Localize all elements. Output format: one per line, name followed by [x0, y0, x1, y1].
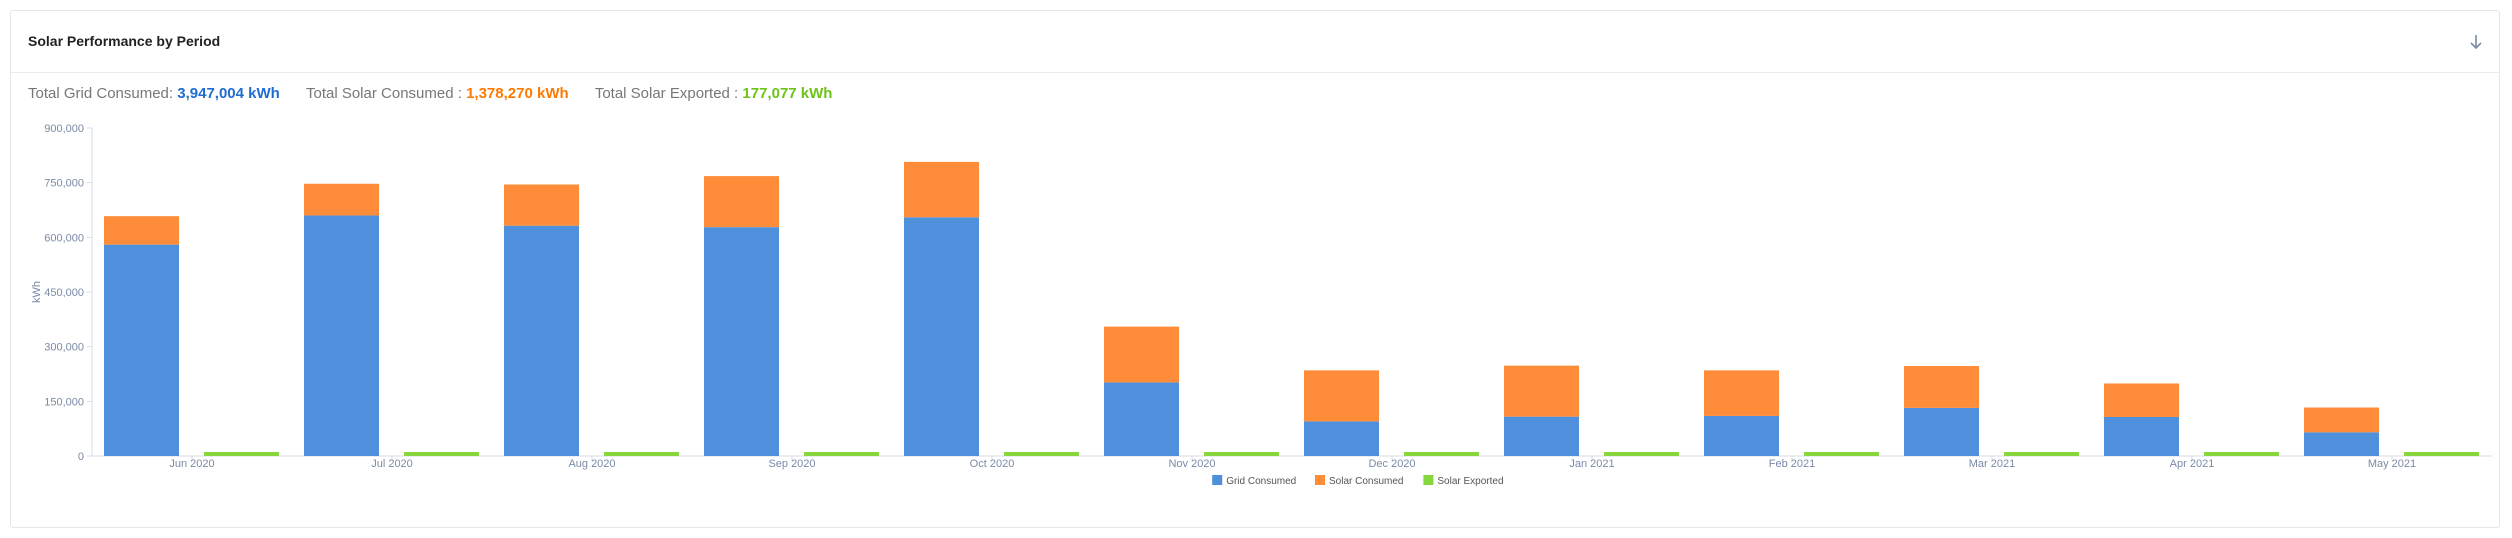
x-tick-label: Sep 2020 [768, 458, 815, 470]
bar-solar-exported [1804, 452, 1879, 456]
bar-solar-exported [1204, 452, 1279, 456]
legend-label: Solar Exported [1437, 476, 1503, 487]
bar-grid-consumed [1304, 421, 1379, 456]
x-tick-label: Dec 2020 [1368, 458, 1415, 470]
bar-solar-consumed [1504, 365, 1579, 417]
bar-solar-consumed [1904, 365, 1979, 408]
bar-solar-consumed [1704, 370, 1779, 416]
card-title: Solar Performance by Period [28, 33, 221, 49]
bar-solar-consumed [304, 183, 379, 216]
bar-solar-consumed [104, 216, 179, 245]
y-tick-label: 150,000 [44, 396, 84, 408]
y-tick-label: 0 [78, 451, 84, 463]
bar-solar-exported [1004, 452, 1079, 456]
bar-solar-consumed [2304, 407, 2379, 433]
y-tick-label: 300,000 [44, 342, 84, 354]
legend-swatch [1423, 475, 1434, 485]
solar-performance-card: Solar Performance by Period Total Grid C… [10, 10, 2500, 528]
bar-solar-consumed [704, 176, 779, 228]
total-grid-value: 3,947,004 kWh [177, 85, 280, 102]
y-tick-label: 450,000 [44, 287, 84, 299]
legend-swatch [1212, 475, 1223, 485]
bar-solar-consumed [904, 161, 979, 218]
card-header: Solar Performance by Period [11, 11, 2499, 73]
y-tick-label: 600,000 [44, 232, 84, 244]
x-tick-label: Jul 2020 [371, 458, 413, 470]
total-solar-value: 1,378,270 kWh [466, 85, 569, 102]
total-solar-label: Total Solar Consumed : [305, 85, 462, 102]
bar-solar-exported [204, 452, 279, 456]
x-tick-label: Aug 2020 [568, 458, 615, 470]
bar-grid-consumed [1504, 416, 1579, 456]
x-tick-label: Jan 2021 [1569, 458, 1614, 470]
bar-solar-consumed [504, 184, 579, 226]
total-grid-label: Total Grid Consumed: [28, 85, 174, 102]
total-exported-value: 177,077 kWh [742, 85, 833, 102]
bar-solar-exported [2004, 452, 2079, 456]
bar-solar-consumed [1304, 370, 1379, 422]
bar-solar-exported [1404, 452, 1479, 456]
bar-solar-exported [604, 452, 679, 456]
legend-swatch [1315, 475, 1325, 485]
bar-grid-consumed [2304, 432, 2379, 456]
x-tick-label: Feb 2021 [1769, 458, 1815, 470]
y-axis-label: kWh [31, 281, 43, 303]
legend-label: Grid Consumed [1226, 476, 1296, 487]
bar-solar-exported [2404, 452, 2479, 456]
bar-solar-exported [404, 452, 479, 456]
x-tick-label: May 2021 [2368, 458, 2416, 470]
bar-grid-consumed [504, 225, 579, 456]
bar-grid-consumed [1704, 415, 1779, 456]
y-tick-label: 750,000 [44, 178, 84, 190]
x-tick-label: Apr 2021 [2170, 458, 2215, 470]
total-solar-exported: Total Solar Exported : 177,077 kWh [595, 85, 833, 102]
x-tick-label: Mar 2021 [1969, 458, 2015, 470]
bar-grid-consumed [104, 244, 179, 456]
x-tick-label: Oct 2020 [970, 458, 1015, 470]
totals-row: Total Grid Consumed: 3,947,004 kWh Total… [28, 85, 854, 102]
bar-solar-exported [804, 452, 879, 456]
y-tick-label: 900,000 [44, 123, 84, 135]
total-exported-label: Total Solar Exported : [594, 85, 739, 102]
bar-solar-consumed [2104, 383, 2179, 418]
bar-solar-exported [1604, 452, 1679, 456]
bar-grid-consumed [1104, 382, 1179, 456]
total-grid-consumed: Total Grid Consumed: 3,947,004 kWh [28, 85, 284, 102]
bar-solar-consumed [1104, 326, 1179, 383]
bar-grid-consumed [1904, 407, 1979, 456]
download-icon[interactable] [2465, 31, 2487, 53]
x-tick-label: Nov 2020 [1168, 458, 1215, 470]
bar-grid-consumed [304, 215, 379, 456]
x-tick-label: Jun 2020 [169, 458, 214, 470]
bar-grid-consumed [2104, 417, 2179, 456]
legend-label: Solar Consumed [1329, 476, 1403, 487]
bar-grid-consumed [704, 227, 779, 456]
total-solar-consumed: Total Solar Consumed : 1,378,270 kWh [306, 85, 573, 102]
bar-solar-exported [2204, 452, 2279, 456]
bar-grid-consumed [904, 217, 979, 456]
